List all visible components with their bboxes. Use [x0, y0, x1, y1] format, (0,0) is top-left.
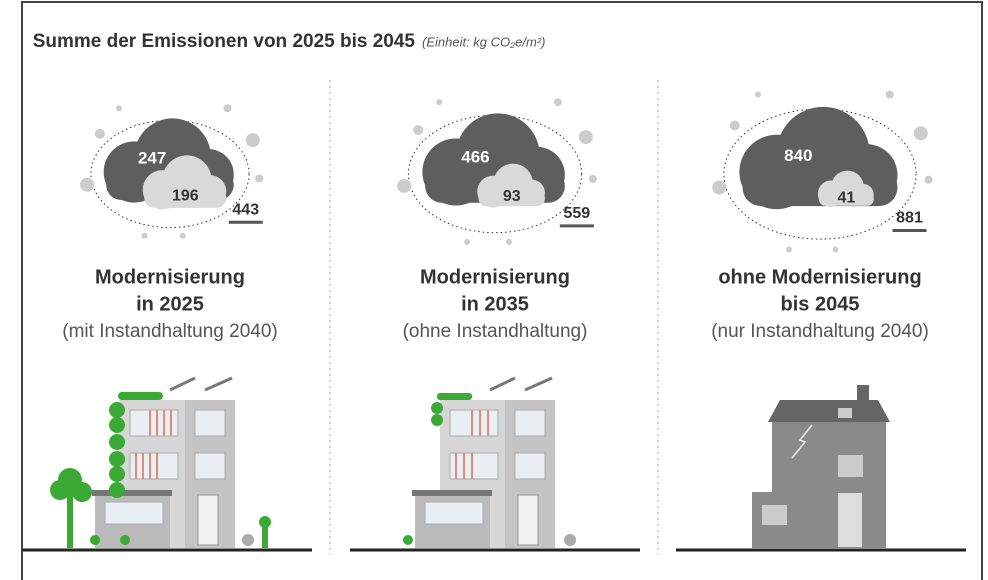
dot [505, 238, 512, 245]
heading: bis 2045 [781, 293, 860, 315]
building-half [403, 376, 576, 548]
building-modern [50, 376, 271, 548]
heading: Modernisierung [420, 266, 570, 288]
note: (mit Instandhaltung 2040) [62, 321, 277, 342]
dot [223, 104, 232, 113]
note: (nur Instandhaltung 2040) [711, 321, 929, 342]
dot [94, 128, 105, 139]
dot [397, 178, 412, 193]
dot [141, 232, 148, 239]
frame [21, 1, 983, 580]
cloud-light [142, 155, 227, 210]
dot [255, 174, 264, 183]
dot [179, 232, 186, 239]
total: 559 [563, 205, 590, 222]
note: (ohne Instandhaltung) [403, 321, 588, 342]
value-dark: 247 [138, 149, 166, 168]
dot [245, 133, 260, 148]
building-old [752, 385, 890, 548]
dot [924, 175, 933, 184]
dot [464, 238, 471, 245]
cloud-part [818, 192, 874, 206]
heading: Modernisierung [95, 266, 245, 288]
dot [436, 99, 443, 106]
cloud-light [817, 170, 874, 207]
title: Summe der Emissionen von 2025 bis 2045 [33, 31, 416, 52]
dot [115, 105, 122, 112]
dot [80, 177, 95, 192]
cloud-halo [407, 114, 583, 234]
cloud-halo [90, 119, 250, 229]
dot [578, 130, 593, 145]
value-dark: 466 [461, 148, 489, 167]
unit: (Einheit: kg CO₂e/m²) [422, 34, 545, 49]
cloud-part [144, 188, 227, 208]
heading: in 2025 [136, 293, 204, 315]
total: 443 [232, 201, 259, 218]
total: 881 [896, 210, 923, 227]
dot [885, 90, 894, 99]
value-light: 196 [172, 188, 199, 205]
dot [553, 98, 562, 107]
dot [786, 246, 792, 253]
value-dark: 840 [784, 146, 812, 165]
cloud-light [477, 163, 545, 208]
value-light: 41 [837, 189, 855, 206]
cloud-part [478, 190, 545, 207]
dot [588, 174, 597, 183]
dot [832, 246, 839, 253]
dot [755, 91, 761, 98]
dot [413, 125, 424, 136]
dot [913, 126, 928, 141]
heading: ohne Modernisierung [718, 266, 921, 288]
heading: in 2035 [461, 293, 529, 315]
value-light: 93 [503, 188, 521, 205]
dot [729, 120, 740, 131]
dot [712, 180, 727, 195]
